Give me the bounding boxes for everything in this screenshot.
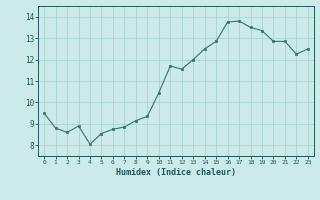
X-axis label: Humidex (Indice chaleur): Humidex (Indice chaleur): [116, 168, 236, 177]
